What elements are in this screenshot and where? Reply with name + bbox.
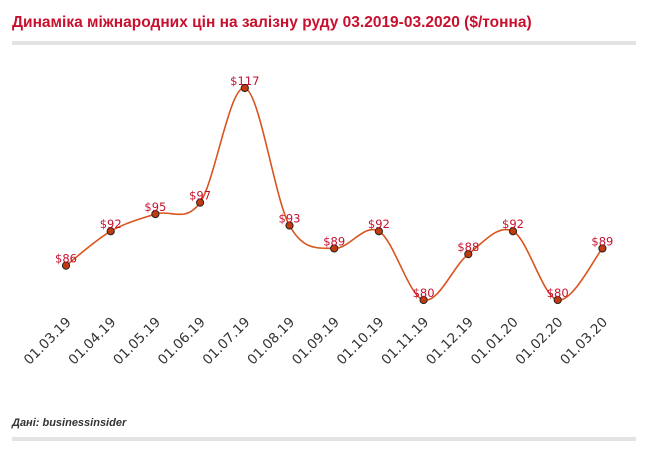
x-tick-label: 01.03.20 [557, 314, 611, 368]
data-label: $117 [230, 74, 259, 88]
x-tick-label: 01.12.19 [423, 314, 477, 368]
data-label: $97 [189, 189, 211, 203]
data-point[interactable] [151, 209, 160, 219]
x-tick-label: 01.07.19 [200, 314, 254, 368]
data-point[interactable] [464, 250, 473, 259]
data-label: $89 [591, 234, 613, 248]
source-note: Дані: businessinsider [12, 417, 127, 429]
x-tick-label: 01.01.20 [468, 314, 522, 368]
data-label: $86 [55, 252, 77, 266]
x-tick-label: 01.10.19 [334, 314, 388, 368]
x-tick-label: 01.05.19 [110, 314, 164, 368]
data-point[interactable] [330, 244, 339, 253]
chart-title: Динаміка міжнародних цін на залізну руду… [12, 14, 532, 31]
x-tick-label: 01.11.19 [378, 314, 432, 368]
series-line [65, 87, 604, 301]
data-point[interactable] [106, 227, 115, 236]
data-point[interactable] [285, 221, 294, 230]
data-point[interactable] [61, 261, 71, 270]
x-tick-label: 01.06.19 [155, 314, 209, 368]
data-label: $89 [323, 234, 345, 248]
x-tick-label: 01.04.19 [66, 314, 120, 368]
data-point[interactable] [553, 295, 562, 305]
x-tick-label: 01.02.20 [513, 314, 567, 368]
data-label: $80 [413, 286, 435, 300]
data-point[interactable] [508, 227, 518, 236]
data-label: $92 [100, 217, 122, 231]
data-point[interactable] [598, 244, 607, 253]
data-label: $93 [279, 212, 301, 226]
data-label: $95 [144, 200, 166, 214]
x-tick-label: 01.03.19 [21, 314, 75, 368]
x-tick-label: 01.09.19 [289, 314, 343, 368]
data-label: $80 [547, 286, 569, 300]
footer-divider [12, 437, 636, 441]
data-point[interactable] [374, 227, 383, 236]
x-tick-label: 01.08.19 [244, 314, 298, 368]
title-divider [12, 41, 636, 45]
data-label: $88 [457, 240, 479, 254]
data-point[interactable] [240, 83, 249, 93]
data-point[interactable] [419, 295, 428, 305]
data-point[interactable] [196, 198, 205, 207]
data-label: $92 [502, 217, 524, 231]
data-label: $92 [368, 217, 390, 231]
